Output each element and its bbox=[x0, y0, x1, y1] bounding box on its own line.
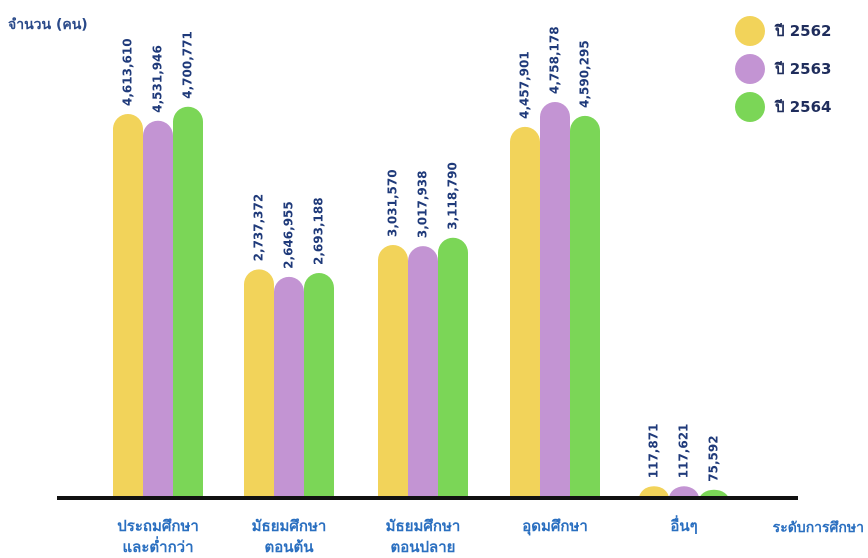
bar-1-0 bbox=[143, 120, 173, 511]
value-label-1-0: 4,531,946 bbox=[151, 45, 165, 113]
value-label-2-0: 4,700,771 bbox=[181, 31, 195, 99]
legend-swatch-2563 bbox=[735, 54, 765, 84]
legend-item-2564: ปี 2564 bbox=[735, 88, 832, 126]
value-label-0-4: 117,871 bbox=[647, 424, 661, 479]
bar-0-2 bbox=[378, 244, 408, 511]
value-label-2-1: 2,693,188 bbox=[312, 197, 326, 265]
category-label-2-1: ตอนปลาย bbox=[391, 538, 456, 556]
value-label-2-4: 75,592 bbox=[707, 435, 721, 481]
bar-2-2 bbox=[438, 237, 468, 511]
value-label-0-1: 2,737,372 bbox=[252, 194, 266, 262]
category-label-0-1: และต่ำกว่า bbox=[122, 536, 193, 556]
value-label-0-3: 4,457,901 bbox=[518, 51, 532, 119]
bar-1-2 bbox=[408, 246, 438, 512]
bar-2-0 bbox=[173, 106, 203, 512]
y-axis-label: จำนวน (คน) bbox=[8, 17, 88, 33]
legend-label-2564: ปี 2564 bbox=[775, 98, 832, 116]
bar-2-3 bbox=[570, 115, 600, 511]
bar-0-3 bbox=[510, 126, 540, 511]
value-label-1-1: 2,646,955 bbox=[282, 201, 296, 269]
legend-swatch-2564 bbox=[735, 92, 765, 122]
value-label-1-2: 3,017,938 bbox=[416, 171, 430, 239]
value-label-1-4: 117,621 bbox=[677, 424, 691, 479]
bar-1-1 bbox=[274, 276, 304, 511]
value-label-0-2: 3,031,570 bbox=[386, 169, 400, 237]
category-label-4-0: อื่นๆ bbox=[670, 515, 697, 535]
bar-2-1 bbox=[304, 272, 334, 511]
category-label-1-1: ตอนต้น bbox=[265, 538, 315, 556]
value-label-1-3: 4,758,178 bbox=[548, 26, 562, 94]
legend-swatch-2562 bbox=[735, 16, 765, 46]
value-label-2-3: 4,590,295 bbox=[578, 40, 592, 108]
legend-item-2563: ปี 2563 bbox=[735, 50, 832, 88]
axis-mask bbox=[57, 500, 798, 514]
x-axis-line bbox=[57, 496, 798, 500]
category-label-1-0: มัธยมศึกษา bbox=[252, 517, 327, 535]
legend-label-2563: ปี 2563 bbox=[775, 60, 832, 78]
category-label-3-0: อุดมศึกษา bbox=[522, 517, 588, 536]
legend: ปี 2562 ปี 2563 ปี 2564 bbox=[735, 12, 832, 126]
legend-label-2562: ปี 2562 bbox=[775, 22, 832, 40]
legend-item-2562: ปี 2562 bbox=[735, 12, 832, 50]
value-label-2-2: 3,118,790 bbox=[446, 162, 460, 230]
category-label-2-0: มัธยมศึกษา bbox=[386, 517, 461, 535]
value-label-0-0: 4,613,610 bbox=[121, 38, 135, 106]
bar-0-1 bbox=[244, 269, 274, 511]
x-axis-label: ระดับการศึกษา bbox=[772, 520, 864, 536]
bar-0-0 bbox=[113, 113, 143, 512]
category-label-0-0: ประถมศึกษา bbox=[117, 517, 199, 535]
bar-1-3 bbox=[540, 102, 570, 511]
